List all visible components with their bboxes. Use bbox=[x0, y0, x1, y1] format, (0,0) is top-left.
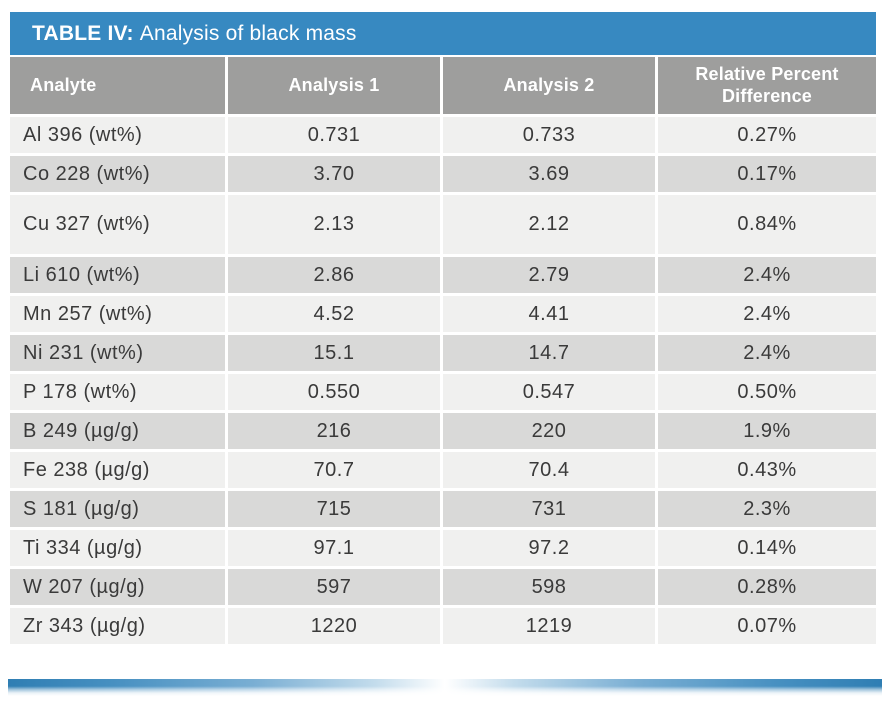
cell-rpd: 0.50% bbox=[658, 374, 876, 410]
cell-rpd: 1.9% bbox=[658, 413, 876, 449]
cell-rpd: 0.17% bbox=[658, 156, 876, 192]
table-row: Zr 343 (µg/g) 1220 1219 0.07% bbox=[10, 608, 876, 644]
cell-analysis2: 0.733 bbox=[443, 117, 655, 153]
cell-analysis2: 220 bbox=[443, 413, 655, 449]
cell-analysis2: 2.12 bbox=[443, 195, 655, 254]
cell-analyte: Li 610 (wt%) bbox=[10, 257, 225, 293]
cell-analysis1: 216 bbox=[228, 413, 440, 449]
cell-rpd: 0.07% bbox=[658, 608, 876, 644]
cell-analysis2: 2.79 bbox=[443, 257, 655, 293]
table-row: S 181 (µg/g) 715 731 2.3% bbox=[10, 491, 876, 527]
cell-analysis1: 2.13 bbox=[228, 195, 440, 254]
column-header-analyte: Analyte bbox=[10, 57, 225, 114]
cell-analyte: W 207 (µg/g) bbox=[10, 569, 225, 605]
cell-analysis2: 97.2 bbox=[443, 530, 655, 566]
cell-rpd: 0.84% bbox=[658, 195, 876, 254]
table-row: Cu 327 (wt%) 2.13 2.12 0.84% bbox=[10, 195, 876, 254]
table-row: Al 396 (wt%) 0.731 0.733 0.27% bbox=[10, 117, 876, 153]
table-row: Co 228 (wt%) 3.70 3.69 0.17% bbox=[10, 156, 876, 192]
cell-analysis2: 598 bbox=[443, 569, 655, 605]
cell-analysis1: 2.86 bbox=[228, 257, 440, 293]
cell-rpd: 0.43% bbox=[658, 452, 876, 488]
cell-analysis2: 14.7 bbox=[443, 335, 655, 371]
column-header-analysis1: Analysis 1 bbox=[228, 57, 440, 114]
cell-analyte: Al 396 (wt%) bbox=[10, 117, 225, 153]
cell-analysis1: 0.731 bbox=[228, 117, 440, 153]
cell-rpd: 0.28% bbox=[658, 569, 876, 605]
cell-rpd: 2.4% bbox=[658, 335, 876, 371]
cell-analyte: B 249 (µg/g) bbox=[10, 413, 225, 449]
cell-rpd: 0.27% bbox=[658, 117, 876, 153]
cell-rpd: 2.4% bbox=[658, 257, 876, 293]
table-row: Mn 257 (wt%) 4.52 4.41 2.4% bbox=[10, 296, 876, 332]
cell-analysis1: 4.52 bbox=[228, 296, 440, 332]
table-row: W 207 (µg/g) 597 598 0.28% bbox=[10, 569, 876, 605]
cell-analysis2: 4.41 bbox=[443, 296, 655, 332]
cell-analysis1: 70.7 bbox=[228, 452, 440, 488]
analysis-table: TABLE IV: Analysis of black mass Analyte… bbox=[10, 12, 876, 644]
cell-analyte: Ni 231 (wt%) bbox=[10, 335, 225, 371]
cell-analyte: Zr 343 (µg/g) bbox=[10, 608, 225, 644]
cell-analysis2: 731 bbox=[443, 491, 655, 527]
cell-analyte: Fe 238 (µg/g) bbox=[10, 452, 225, 488]
cell-analysis1: 597 bbox=[228, 569, 440, 605]
cell-analyte: P 178 (wt%) bbox=[10, 374, 225, 410]
bottom-gradient-divider bbox=[8, 679, 882, 696]
table-row: Ni 231 (wt%) 15.1 14.7 2.4% bbox=[10, 335, 876, 371]
cell-analyte: S 181 (µg/g) bbox=[10, 491, 225, 527]
cell-rpd: 0.14% bbox=[658, 530, 876, 566]
table-title-label: TABLE IV: bbox=[32, 21, 134, 45]
cell-analysis1: 3.70 bbox=[228, 156, 440, 192]
cell-analysis2: 70.4 bbox=[443, 452, 655, 488]
cell-analysis1: 97.1 bbox=[228, 530, 440, 566]
column-header-analysis2: Analysis 2 bbox=[443, 57, 655, 114]
table-body: Al 396 (wt%) 0.731 0.733 0.27% Co 228 (w… bbox=[10, 117, 876, 644]
cell-rpd: 2.4% bbox=[658, 296, 876, 332]
cell-analysis2: 0.547 bbox=[443, 374, 655, 410]
cell-analysis1: 15.1 bbox=[228, 335, 440, 371]
table-title-text: Analysis of black mass bbox=[139, 21, 357, 45]
cell-rpd: 2.3% bbox=[658, 491, 876, 527]
cell-analyte: Mn 257 (wt%) bbox=[10, 296, 225, 332]
column-header-rpd: Relative Percent Difference bbox=[658, 57, 876, 114]
table-row: P 178 (wt%) 0.550 0.547 0.50% bbox=[10, 374, 876, 410]
cell-analyte: Ti 334 (µg/g) bbox=[10, 530, 225, 566]
cell-analysis2: 1219 bbox=[443, 608, 655, 644]
column-header-row: Analyte Analysis 1 Analysis 2 Relative P… bbox=[10, 57, 876, 114]
cell-analyte: Co 228 (wt%) bbox=[10, 156, 225, 192]
table-row: Li 610 (wt%) 2.86 2.79 2.4% bbox=[10, 257, 876, 293]
table-row: Ti 334 (µg/g) 97.1 97.2 0.14% bbox=[10, 530, 876, 566]
cell-analyte: Cu 327 (wt%) bbox=[10, 195, 225, 254]
cell-analysis2: 3.69 bbox=[443, 156, 655, 192]
table-row: Fe 238 (µg/g) 70.7 70.4 0.43% bbox=[10, 452, 876, 488]
table-title-bar: TABLE IV: Analysis of black mass bbox=[10, 12, 876, 55]
table-row: B 249 (µg/g) 216 220 1.9% bbox=[10, 413, 876, 449]
cell-analysis1: 0.550 bbox=[228, 374, 440, 410]
cell-analysis1: 1220 bbox=[228, 608, 440, 644]
cell-analysis1: 715 bbox=[228, 491, 440, 527]
